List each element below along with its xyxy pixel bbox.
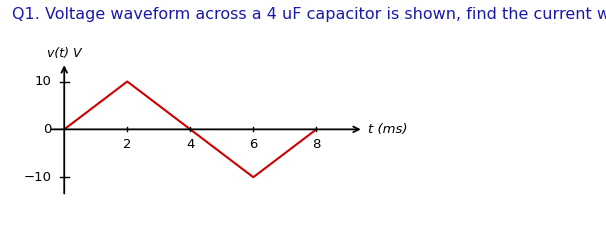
Text: 2: 2 (123, 138, 132, 151)
Text: 10: 10 (35, 75, 52, 88)
Text: 8: 8 (312, 138, 321, 151)
Text: Q1. Voltage waveform across a 4 uF capacitor is shown, find the current waveform: Q1. Voltage waveform across a 4 uF capac… (12, 7, 606, 22)
Text: 6: 6 (249, 138, 258, 151)
Text: t (ms): t (ms) (368, 123, 408, 136)
Text: 0: 0 (43, 123, 52, 136)
Text: 4: 4 (186, 138, 195, 151)
Text: v(t) V: v(t) V (47, 47, 81, 60)
Text: −10: −10 (24, 171, 52, 184)
